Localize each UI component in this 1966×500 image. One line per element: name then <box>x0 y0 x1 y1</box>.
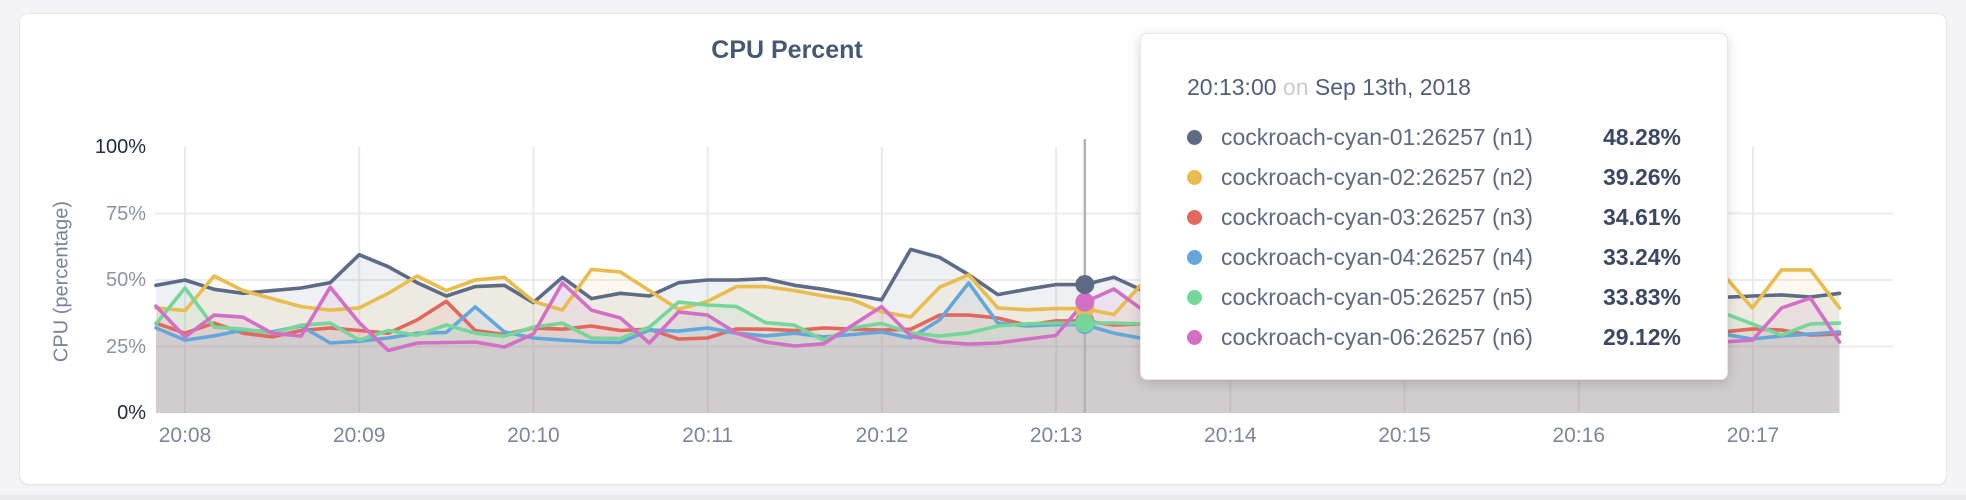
x-tick-label: 20:12 <box>855 424 909 447</box>
tooltip-time: 20:13:00 <box>1187 74 1277 100</box>
series-color-dot-icon <box>1187 249 1202 265</box>
series-color-dot-icon <box>1187 129 1202 145</box>
tooltip-node-name: cockroach-cyan-03:26257 (n3) <box>1221 203 1533 230</box>
tooltip-row: cockroach-cyan-05:26257 (n5) 33.83% <box>1187 277 1681 317</box>
tooltip-rows: cockroach-cyan-01:26257 (n1) 48.28% cockro… <box>1187 117 1681 357</box>
y-tick-label: 0% <box>117 402 146 424</box>
series-area-n6 <box>156 282 1840 413</box>
x-tick-label: 20:16 <box>1552 424 1606 447</box>
series-color-dot-icon <box>1187 289 1202 305</box>
x-tick-label: 20:08 <box>158 424 212 447</box>
tooltip-date: Sep 13th, 2018 <box>1314 74 1471 100</box>
tooltip-node-name: cockroach-cyan-04:26257 (n4) <box>1221 243 1533 270</box>
page-bottom-divider <box>0 495 1966 500</box>
series-color-dot-icon <box>1187 169 1202 185</box>
tooltip-row: cockroach-cyan-02:26257 (n2) 39.26% <box>1187 157 1681 197</box>
x-tick-label: 20:13 <box>1029 424 1083 447</box>
tooltip-row: cockroach-cyan-01:26257 (n1) 48.28% <box>1187 117 1681 157</box>
series-color-dot-icon <box>1187 329 1202 345</box>
tooltip-node-value: 33.24% <box>1602 243 1681 270</box>
hover-dot-n5 <box>1075 313 1095 333</box>
tooltip-node-name: cockroach-cyan-02:26257 (n2) <box>1221 163 1533 190</box>
y-tick-label: 25% <box>105 335 146 358</box>
tooltip-node-value: 39.26% <box>1602 163 1681 190</box>
y-tick-label: 100% <box>94 136 146 158</box>
x-tick-label: 20:14 <box>1204 424 1257 447</box>
tooltip-node-name: cockroach-cyan-01:26257 (n1) <box>1221 123 1533 150</box>
series-area-n5 <box>156 288 1840 413</box>
x-tick-label: 20:11 <box>682 424 734 447</box>
tooltip-row: cockroach-cyan-03:26257 (n3) 34.61% <box>1187 197 1681 237</box>
y-tick-label: 50% <box>105 269 146 291</box>
y-tick-label: 75% <box>105 202 146 225</box>
x-tick-label: 20:17 <box>1726 424 1780 447</box>
tooltip-node-value: 33.83% <box>1602 283 1681 310</box>
series-color-dot-icon <box>1187 209 1202 225</box>
tooltip-on-word: on <box>1282 74 1309 100</box>
hover-dot-n1 <box>1075 275 1095 295</box>
tooltip-node-name: cockroach-cyan-05:26257 (n5) <box>1221 283 1533 310</box>
tooltip-row: cockroach-cyan-04:26257 (n4) 33.24% <box>1187 237 1681 277</box>
tooltip-node-value: 34.61% <box>1602 203 1681 230</box>
x-tick-label: 20:09 <box>332 424 386 447</box>
series-area-n4 <box>156 282 1840 413</box>
chart-title: CPU Percent <box>711 36 863 64</box>
x-tick-label: 20:10 <box>507 424 560 447</box>
hover-dot-n6 <box>1075 292 1095 312</box>
chart-hover-tooltip: 20:13:00 on Sep 13th, 2018 cockroach-cya… <box>1140 33 1728 380</box>
tooltip-row: cockroach-cyan-06:26257 (n6) 29.12% <box>1187 317 1681 357</box>
tooltip-node-value: 48.28% <box>1602 123 1681 150</box>
tooltip-node-name: cockroach-cyan-06:26257 (n6) <box>1221 323 1533 350</box>
x-tick-label: 20:15 <box>1378 424 1431 447</box>
tooltip-node-value: 29.12% <box>1602 323 1681 350</box>
tooltip-header: 20:13:00 on Sep 13th, 2018 <box>1187 74 1681 101</box>
